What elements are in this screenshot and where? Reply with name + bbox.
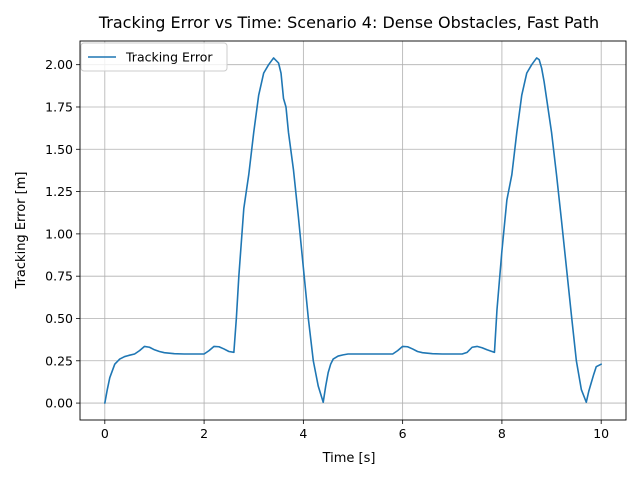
- legend-box: [80, 42, 228, 72]
- x-tick-label: 10: [593, 426, 609, 441]
- y-axis-ticks: 0.00 0.25 0.50 0.75 1.00 1.25 1.50 1.75 2.00: [45, 57, 80, 411]
- x-tick-label: 2: [200, 426, 208, 441]
- x-tick-label: 6: [399, 426, 407, 441]
- y-tick-label: 2.00: [45, 57, 73, 72]
- x-tick-label: 4: [299, 426, 307, 441]
- y-tick-label: 1.25: [45, 184, 73, 199]
- x-axis-label: Time [s]: [322, 451, 376, 466]
- plot-frame: [79, 40, 627, 421]
- x-axis-ticks: 0 2 4 6 8 10: [101, 420, 609, 441]
- chart-title: Tracking Error vs Time: Scenario 4: Dens…: [98, 13, 599, 32]
- legend-label: Tracking Error: [125, 50, 213, 65]
- y-tick-label: 0.00: [45, 396, 73, 411]
- x-tick-label: 0: [101, 426, 109, 441]
- y-tick-label: 1.50: [45, 142, 73, 157]
- legend: Tracking Error: [80, 42, 228, 72]
- grid-lines: [80, 41, 626, 420]
- y-tick-label: 0.25: [45, 353, 73, 368]
- y-tick-label: 0.50: [45, 311, 73, 326]
- y-tick-label: 0.75: [45, 269, 73, 284]
- series-line-tracking-error: [104, 57, 602, 404]
- series-layer: [104, 57, 602, 404]
- y-axis-label: Tracking Error [m]: [14, 172, 29, 290]
- y-tick-label: 1.00: [45, 226, 73, 241]
- x-tick-label: 8: [498, 426, 506, 441]
- y-tick-label: 1.75: [45, 99, 73, 114]
